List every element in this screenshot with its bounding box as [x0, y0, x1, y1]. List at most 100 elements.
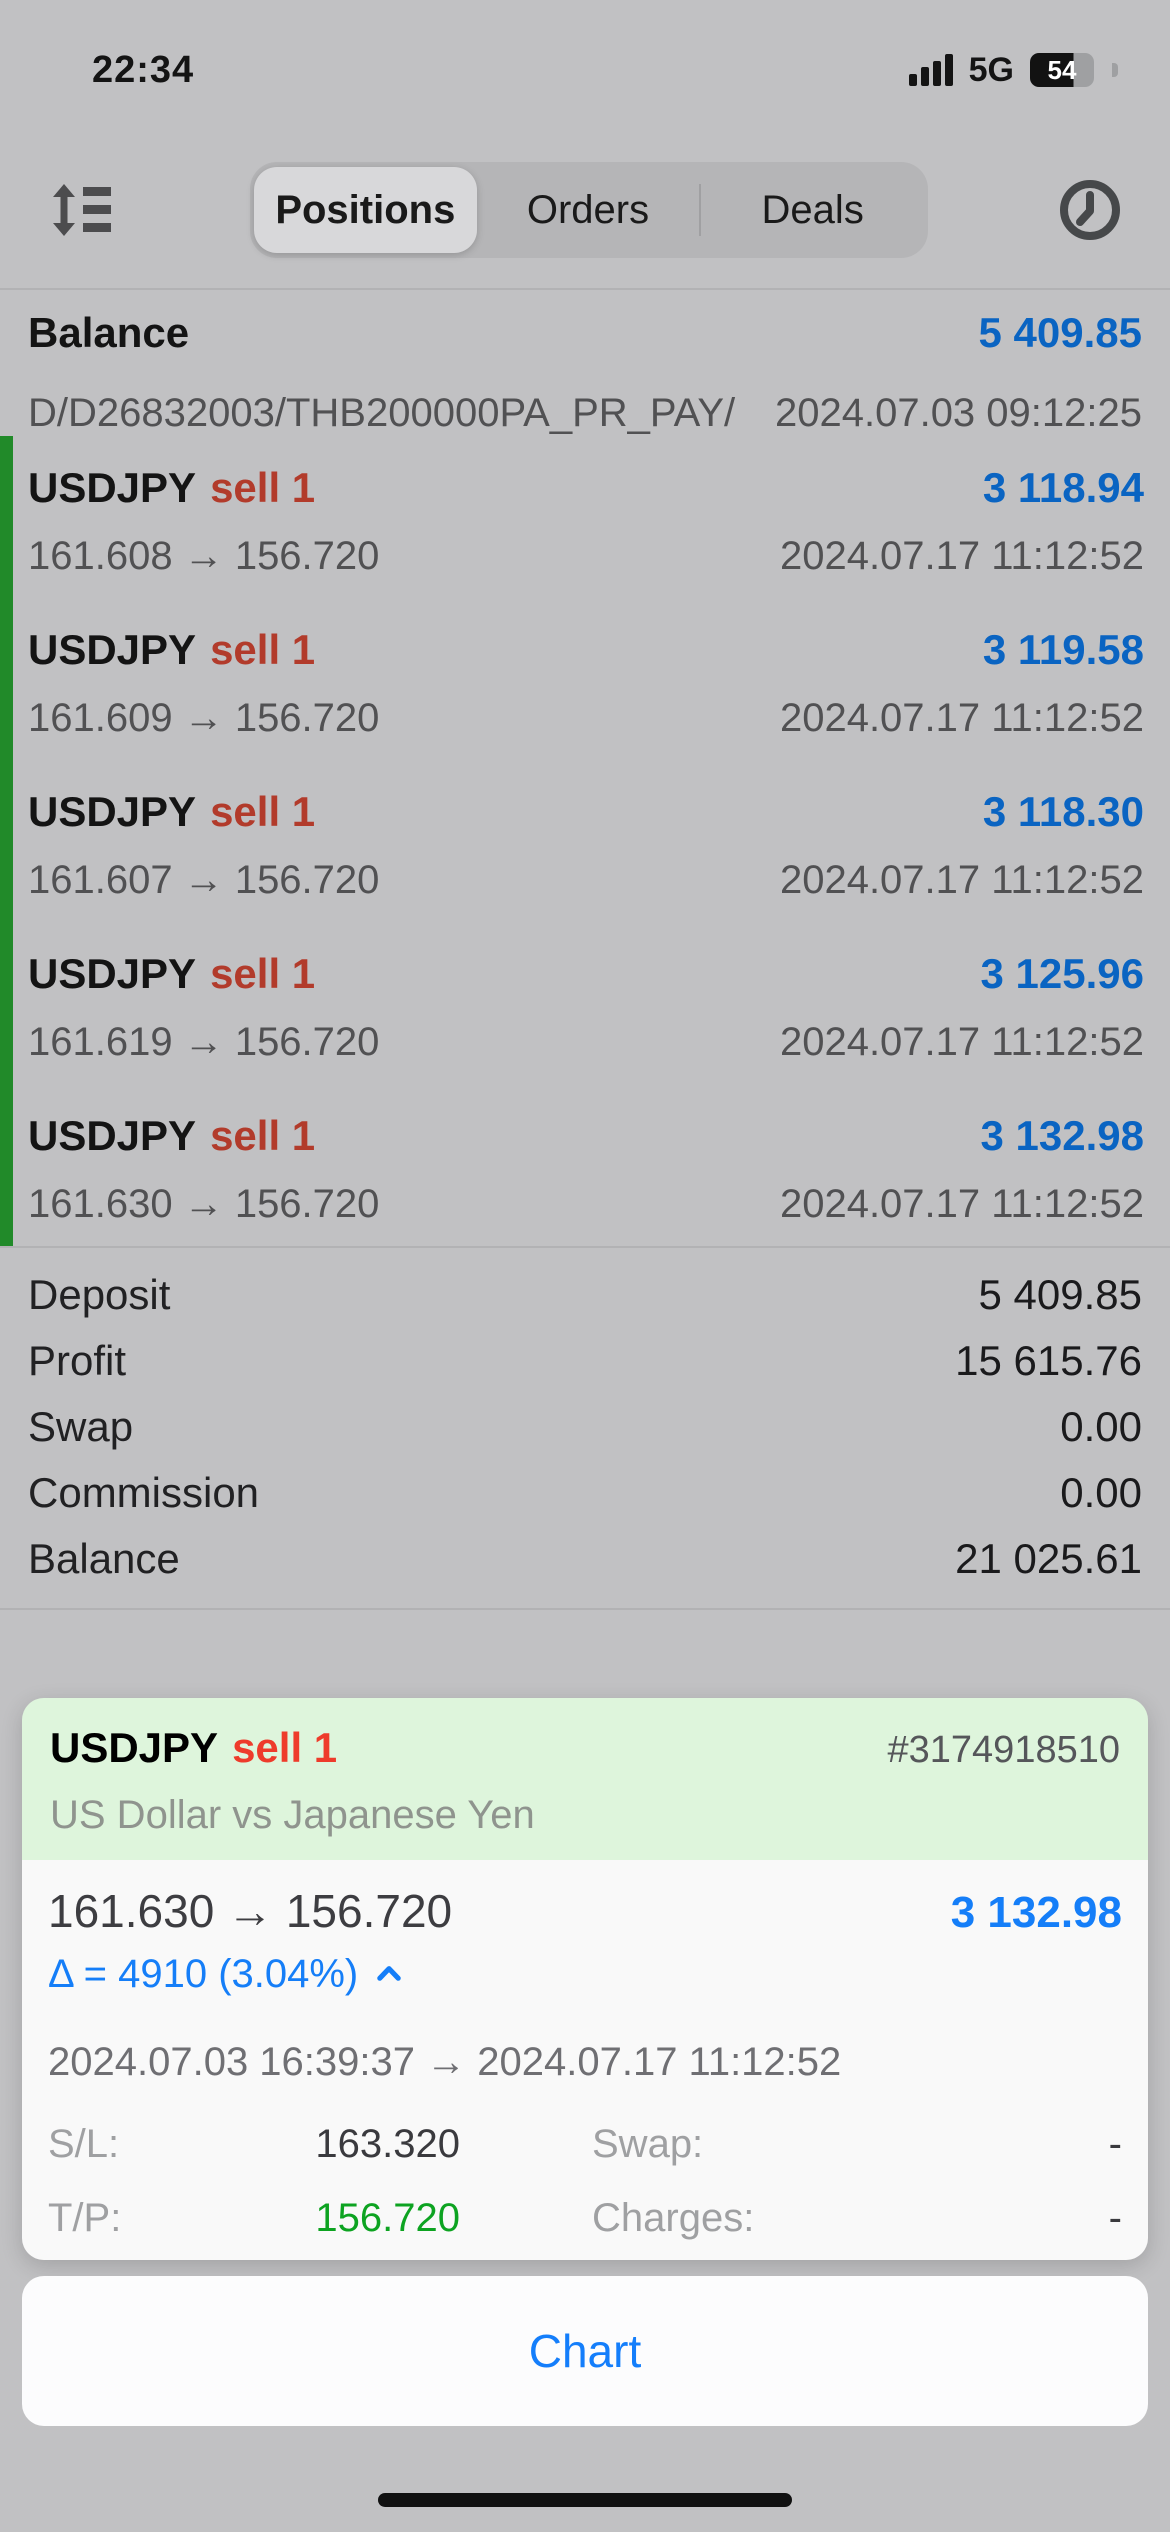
summary-row: Commission 0.00: [28, 1460, 1142, 1526]
position-profit: 3 118.94: [982, 464, 1144, 511]
position-detail-card: USDJPY sell 1 #3174918510 US Dollar vs J…: [22, 1698, 1148, 2260]
position-row[interactable]: USDJPY sell 1 3 119.58 161.609 → 156.720…: [13, 598, 1170, 760]
battery-nub: [1112, 63, 1118, 77]
detail-period: 2024.07.03 16:39:37 → 2024.07.17 11:12:5…: [48, 2040, 842, 2084]
position-symbol: USDJPY: [28, 464, 197, 511]
balance-amount: 5 409.85: [978, 309, 1143, 356]
position-detail-header: USDJPY sell 1 #3174918510 US Dollar vs J…: [22, 1698, 1148, 1860]
position-symbol: USDJPY: [28, 626, 197, 673]
detail-prices: 161.630 → 156.720: [48, 1885, 453, 1937]
tab-deals[interactable]: Deals: [761, 187, 864, 232]
chevron-up-icon: [372, 1957, 406, 1991]
segment-divider: [699, 184, 702, 236]
home-indicator[interactable]: [378, 2493, 792, 2507]
account-description: D/D26832003/THB200000PA_PR_PAY/: [28, 391, 736, 435]
position-prices: 161.630 → 156.720: [28, 1182, 380, 1226]
detail-symbol-name: US Dollar vs Japanese Yen: [50, 1793, 535, 1837]
position-close-time: 2024.07.17 11:12:52: [779, 1182, 1144, 1226]
divider: [0, 1246, 1170, 1248]
summary-row: Deposit 5 409.85: [28, 1262, 1142, 1328]
sl-label: S/L:: [48, 2122, 120, 2166]
position-prices: 161.608 → 156.720: [28, 534, 380, 578]
summary-label: Deposit: [28, 1271, 171, 1318]
tp-value: 156.720: [315, 2196, 460, 2240]
position-side: sell 1: [210, 464, 316, 511]
position-row[interactable]: USDJPY sell 1 3 125.96 161.619 → 156.720…: [13, 922, 1170, 1084]
sl-value: 163.320: [315, 2122, 460, 2166]
position-prices: 161.609 → 156.720: [28, 696, 380, 740]
battery-percent: 54: [1047, 54, 1077, 85]
field-spacer: [460, 2194, 592, 2242]
position-side: sell 1: [210, 1112, 316, 1159]
position-profit: 3 119.58: [982, 626, 1144, 673]
position-symbol: USDJPY: [28, 1112, 197, 1159]
balance-datetime: 2024.07.03 09:12:25: [774, 391, 1142, 435]
status-indicators: 5G 54: [908, 50, 1118, 90]
detail-delta-text: Δ = 4910 (3.04%): [48, 1952, 359, 1996]
summary-label: Commission: [28, 1469, 260, 1516]
position-profit: 3 132.98: [980, 1112, 1145, 1159]
summary-value: 15 615.76: [955, 1337, 1142, 1384]
tab-orders[interactable]: Orders: [526, 187, 650, 232]
tab-positions[interactable]: Positions: [254, 167, 477, 253]
detail-profit: 3 132.98: [950, 1888, 1122, 1937]
position-close-time: 2024.07.17 11:12:52: [779, 1020, 1144, 1064]
detail-fields: S/L: 163.320 Swap: - T/P: 156.720 Charge…: [48, 2120, 1122, 2242]
swap-label: Swap:: [592, 2122, 704, 2166]
divider: [0, 288, 1170, 290]
position-row[interactable]: USDJPY sell 1 3 118.30 161.607 → 156.720…: [13, 760, 1170, 922]
field-spacer: [460, 2120, 592, 2168]
summary-value: 5 409.85: [978, 1271, 1143, 1318]
divider: [0, 1608, 1170, 1610]
battery-icon: 54: [1030, 53, 1094, 87]
position-symbol: USDJPY: [28, 788, 197, 835]
balance-label: Balance: [28, 309, 190, 356]
position-detail-body: 161.630 → 156.720 3 132.98 Δ = 4910 (3.0…: [22, 1860, 1148, 2260]
position-row[interactable]: USDJPY sell 1 3 132.98 161.630 → 156.720…: [13, 1084, 1170, 1246]
network-type-label: 5G: [968, 50, 1014, 89]
summary-row: Balance 21 025.61: [28, 1526, 1142, 1592]
positions-list: USDJPY sell 1 3 118.94 161.608 → 156.720…: [0, 436, 1170, 1246]
chart-button[interactable]: Chart: [22, 2276, 1148, 2426]
status-time: 22:34: [92, 48, 195, 91]
history-period-button[interactable]: [1056, 176, 1124, 244]
summary-row: Profit 15 615.76: [28, 1328, 1142, 1394]
position-close-time: 2024.07.17 11:12:52: [779, 858, 1144, 902]
position-side: sell 1: [210, 950, 316, 997]
position-close-time: 2024.07.17 11:12:52: [779, 696, 1144, 740]
cellular-signal-icon: [908, 54, 953, 86]
swap-value: -: [1108, 2122, 1122, 2166]
charges-value: -: [1108, 2196, 1122, 2240]
position-prices: 161.619 → 156.720: [28, 1020, 380, 1064]
clock-icon: [1060, 180, 1120, 240]
summary-row: Swap 0.00: [28, 1394, 1142, 1460]
balance-header-row[interactable]: Balance 5 409.85 D/D26832003/THB200000PA…: [0, 290, 1170, 436]
detail-delta-row[interactable]: Δ = 4910 (3.04%): [48, 1950, 1122, 1998]
sort-button[interactable]: [48, 178, 112, 242]
summary-label: Profit: [28, 1337, 127, 1384]
detail-ticket: #3174918510: [887, 1729, 1120, 1771]
summary-value: 0.00: [1060, 1469, 1142, 1516]
detail-side: sell 1: [232, 1724, 338, 1771]
history-summary: Deposit 5 409.85 Profit 15 615.76 Swap 0…: [0, 1248, 1170, 1608]
summary-label: Balance: [28, 1535, 180, 1582]
position-side: sell 1: [210, 626, 316, 673]
history-toolbar: Positions Orders Deals: [0, 162, 1170, 258]
tab-segmented-control: Positions Orders Deals: [250, 162, 928, 258]
status-bar: 22:34 5G 54: [0, 0, 1170, 92]
detail-symbol: USDJPY: [50, 1724, 219, 1771]
sort-icon: [53, 184, 111, 236]
position-close-time: 2024.07.17 11:12:52: [779, 534, 1144, 578]
position-prices: 161.607 → 156.720: [28, 858, 380, 902]
position-side: sell 1: [210, 788, 316, 835]
position-row[interactable]: USDJPY sell 1 3 118.94 161.608 → 156.720…: [13, 436, 1170, 598]
summary-value: 0.00: [1060, 1403, 1142, 1450]
position-profit: 3 118.30: [982, 788, 1144, 835]
charges-label: Charges:: [592, 2196, 755, 2240]
summary-label: Swap: [28, 1403, 134, 1450]
tp-label: T/P:: [48, 2196, 122, 2240]
position-symbol: USDJPY: [28, 950, 197, 997]
position-profit: 3 125.96: [980, 950, 1145, 997]
summary-value: 21 025.61: [955, 1535, 1142, 1582]
